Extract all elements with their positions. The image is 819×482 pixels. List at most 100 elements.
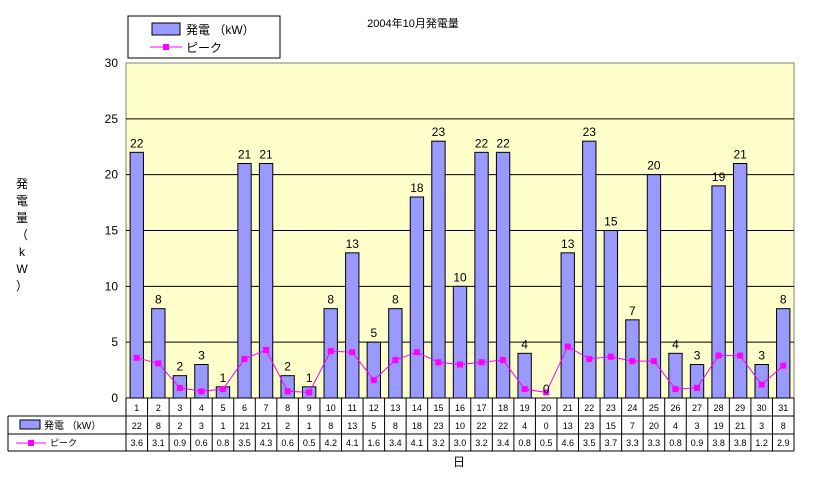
x-tick-label: 4 xyxy=(199,403,204,413)
x-tick-label: 8 xyxy=(285,403,290,413)
table-cell: 22 xyxy=(477,421,487,431)
bar-data-label: 18 xyxy=(410,181,424,195)
table-cell: 1 xyxy=(307,421,312,431)
legend-bar-swatch xyxy=(151,22,181,36)
peak-marker xyxy=(694,384,701,391)
bar xyxy=(754,364,769,399)
x-tick-label: 16 xyxy=(455,403,465,413)
peak-marker xyxy=(737,352,744,359)
table-cell: 0.9 xyxy=(691,438,704,448)
y-tick-label: 0 xyxy=(111,391,118,405)
peak-marker xyxy=(284,388,291,395)
bar-data-label: 15 xyxy=(604,215,618,229)
table-cell: 4.6 xyxy=(561,438,574,448)
table-cell: 0 xyxy=(544,421,549,431)
y-tick-label: 20 xyxy=(105,168,119,182)
bar-data-label: 0 xyxy=(543,382,550,396)
bar-data-label: 13 xyxy=(561,237,575,251)
table-cell: 3 xyxy=(759,421,764,431)
y-axis-label-char: 電 xyxy=(16,194,28,208)
table-cell: 22 xyxy=(132,421,142,431)
table-cell: 10 xyxy=(455,421,465,431)
x-tick-label: 31 xyxy=(778,403,788,413)
bar xyxy=(646,174,662,399)
table-cell: 8 xyxy=(781,421,786,431)
bar xyxy=(366,341,381,399)
table-row-label: ピーク xyxy=(50,438,77,448)
table-cell: 0.5 xyxy=(540,438,553,448)
table-cell: 15 xyxy=(606,421,616,431)
bar-data-label: 23 xyxy=(583,125,597,139)
peak-marker xyxy=(176,384,183,391)
y-axis-label-char: k xyxy=(19,245,26,259)
bar-data-label: 2 xyxy=(284,360,291,374)
bar xyxy=(280,375,295,399)
table-cell: 3.5 xyxy=(238,438,251,448)
x-tick-label: 1 xyxy=(134,403,139,413)
bar-data-label: 10 xyxy=(453,270,467,284)
table-cell: 2 xyxy=(177,421,182,431)
table-cell: 0.8 xyxy=(217,438,230,448)
bar-data-label: 20 xyxy=(647,159,661,173)
peak-marker xyxy=(586,355,593,362)
table-cell: 4 xyxy=(673,421,678,431)
bar xyxy=(732,163,748,399)
table-cell: 18 xyxy=(412,421,422,431)
x-tick-label: 21 xyxy=(563,403,573,413)
peak-marker xyxy=(607,353,614,360)
peak-marker xyxy=(241,355,248,362)
peak-marker xyxy=(349,349,356,356)
y-axis-label-char: （ xyxy=(16,228,28,242)
table-cell: 4.2 xyxy=(324,438,337,448)
peak-marker xyxy=(133,354,140,361)
table-cell: 3 xyxy=(695,421,700,431)
x-tick-label: 22 xyxy=(584,403,594,413)
y-tick-label: 5 xyxy=(111,335,118,349)
x-tick-label: 3 xyxy=(177,403,182,413)
table-cell: 3.5 xyxy=(583,438,596,448)
chart-title: 2004年10月発電量 xyxy=(367,16,459,30)
table-cell: 23 xyxy=(584,421,594,431)
bar-data-label: 4 xyxy=(521,337,528,351)
bar-data-label: 2 xyxy=(177,360,184,374)
x-tick-label: 15 xyxy=(433,403,443,413)
bar xyxy=(409,196,425,399)
table-cell: 0.8 xyxy=(518,438,531,448)
peak-marker xyxy=(370,377,377,384)
x-tick-label: 7 xyxy=(264,403,269,413)
bar-data-label: 13 xyxy=(346,237,360,251)
bar-data-label: 8 xyxy=(780,293,787,307)
legend-line-marker xyxy=(163,44,169,50)
bar-data-label: 21 xyxy=(259,148,273,162)
table-cell: 0.6 xyxy=(195,438,208,448)
y-axis-label: 発電量 （ kW ） xyxy=(16,177,28,293)
table-cell: 5 xyxy=(371,421,376,431)
bar-data-label: 22 xyxy=(496,136,510,150)
bar xyxy=(776,308,791,399)
x-tick-label: 26 xyxy=(670,403,680,413)
bar-data-label: 3 xyxy=(198,349,205,363)
peak-marker xyxy=(521,386,528,393)
peak-marker xyxy=(219,386,226,393)
table-cell: 8 xyxy=(156,421,161,431)
table-cell: 3.6 xyxy=(131,438,144,448)
table-cell: 19 xyxy=(714,421,724,431)
table-cell: 1 xyxy=(220,421,225,431)
peak-marker xyxy=(457,361,463,368)
y-axis: 0 5 10 15 20 25 30 xyxy=(105,56,119,405)
table-cell: 3.7 xyxy=(605,438,618,448)
bar xyxy=(452,285,468,399)
table-key-marker xyxy=(28,440,34,446)
x-tick-label: 30 xyxy=(757,403,767,413)
x-tick-label: 10 xyxy=(326,403,336,413)
x-tick-label: 25 xyxy=(649,403,659,413)
x-tick-label: 13 xyxy=(390,403,400,413)
table-cell: 3.1 xyxy=(152,438,165,448)
x-tick-label: 29 xyxy=(735,403,745,413)
table-cell: 0.9 xyxy=(174,438,187,448)
legend-bar-label: 発電 （kW） xyxy=(186,23,255,37)
table-cell: 21 xyxy=(735,421,745,431)
bar xyxy=(258,163,274,399)
table-cell: 3.2 xyxy=(432,438,445,448)
